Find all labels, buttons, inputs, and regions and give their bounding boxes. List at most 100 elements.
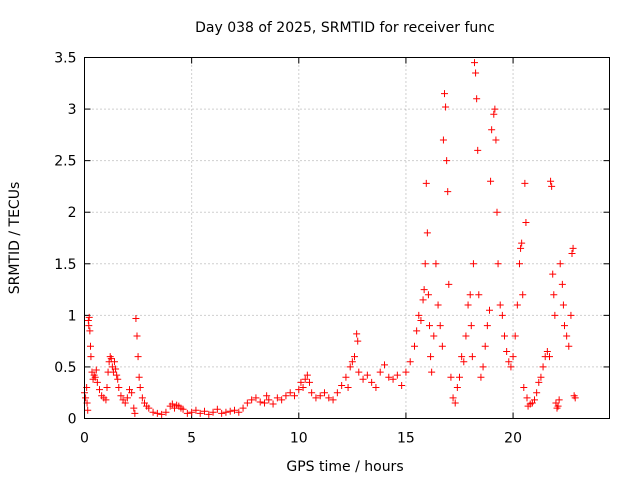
data-point xyxy=(535,378,543,386)
data-point xyxy=(469,260,477,268)
data-point xyxy=(301,375,309,383)
data-point xyxy=(107,355,115,363)
data-point xyxy=(549,270,557,278)
data-point xyxy=(462,332,470,340)
data-point xyxy=(419,296,427,304)
data-point xyxy=(239,404,247,412)
y-tick-label: 2 xyxy=(68,205,77,221)
data-point xyxy=(346,363,354,371)
data-point xyxy=(385,373,393,381)
y-tick-label: 2.5 xyxy=(54,154,76,170)
data-point xyxy=(312,394,320,402)
data-point xyxy=(466,291,474,299)
data-point xyxy=(439,136,447,144)
data-point xyxy=(85,322,93,330)
data-point xyxy=(487,177,495,185)
data-point xyxy=(479,363,487,371)
data-point xyxy=(451,399,459,407)
data-point xyxy=(149,408,157,416)
data-point xyxy=(115,384,123,392)
data-point xyxy=(432,260,440,268)
data-point xyxy=(348,358,356,366)
data-point xyxy=(442,103,450,111)
data-point xyxy=(192,406,200,414)
data-point xyxy=(201,407,208,415)
data-point xyxy=(389,375,397,383)
data-point xyxy=(559,301,567,309)
data-point xyxy=(351,353,358,361)
data-point xyxy=(84,406,92,414)
data-point xyxy=(342,373,350,381)
data-point xyxy=(424,291,432,299)
data-point xyxy=(261,399,268,407)
data-point xyxy=(381,361,388,369)
data-point xyxy=(496,301,504,309)
grid-lines xyxy=(84,57,610,419)
data-point xyxy=(82,394,90,402)
data-point xyxy=(520,384,528,392)
data-point xyxy=(121,399,129,407)
x-tick-label: 15 xyxy=(397,431,415,447)
data-point xyxy=(376,368,384,376)
data-point xyxy=(393,371,401,379)
data-point xyxy=(471,59,478,67)
data-point xyxy=(87,353,95,361)
data-point xyxy=(427,353,435,361)
data-point xyxy=(130,404,138,412)
data-point xyxy=(278,396,286,404)
data-point xyxy=(368,378,376,386)
data-point xyxy=(136,384,144,392)
data-point xyxy=(531,396,538,404)
data-point xyxy=(565,342,573,350)
data-point xyxy=(131,409,139,417)
data-point xyxy=(522,219,530,227)
data-point xyxy=(92,366,100,374)
data-point xyxy=(438,342,446,350)
data-point xyxy=(411,342,418,350)
data-point xyxy=(138,394,146,402)
data-point xyxy=(256,398,264,406)
data-point xyxy=(183,409,191,417)
plot-frame xyxy=(84,57,610,419)
data-point xyxy=(226,407,234,415)
data-point xyxy=(555,396,563,404)
data-point xyxy=(556,260,564,268)
data-point xyxy=(355,368,363,376)
data-point xyxy=(93,378,101,386)
data-point xyxy=(188,408,196,416)
data-point xyxy=(501,332,508,340)
data-point xyxy=(445,280,453,288)
data-point xyxy=(398,381,406,389)
data-point xyxy=(111,358,118,366)
data-point xyxy=(434,301,442,309)
data-point xyxy=(492,136,500,144)
y-tick-label: 3 xyxy=(68,102,77,118)
data-point xyxy=(533,389,541,397)
data-point xyxy=(87,342,94,350)
data-point xyxy=(325,394,333,402)
data-point xyxy=(299,384,307,392)
data-point xyxy=(513,301,521,309)
y-tick-label: 1.5 xyxy=(54,257,76,273)
data-point xyxy=(473,95,481,103)
data-point xyxy=(511,332,519,340)
data-point xyxy=(551,311,559,319)
data-point xyxy=(503,347,511,355)
data-point xyxy=(85,313,93,321)
data-point xyxy=(509,353,517,361)
data-point xyxy=(263,392,271,400)
data-point xyxy=(475,291,483,299)
data-point xyxy=(453,384,461,392)
data-point xyxy=(123,394,131,402)
data-point xyxy=(402,368,410,376)
data-point xyxy=(158,410,166,418)
data-point xyxy=(209,408,217,416)
data-point xyxy=(213,405,221,413)
data-point xyxy=(235,408,243,416)
data-point xyxy=(554,402,562,410)
data-point xyxy=(516,260,523,268)
data-point xyxy=(316,392,324,400)
data-point xyxy=(505,358,513,366)
data-point xyxy=(243,399,251,407)
data-point xyxy=(222,408,230,416)
